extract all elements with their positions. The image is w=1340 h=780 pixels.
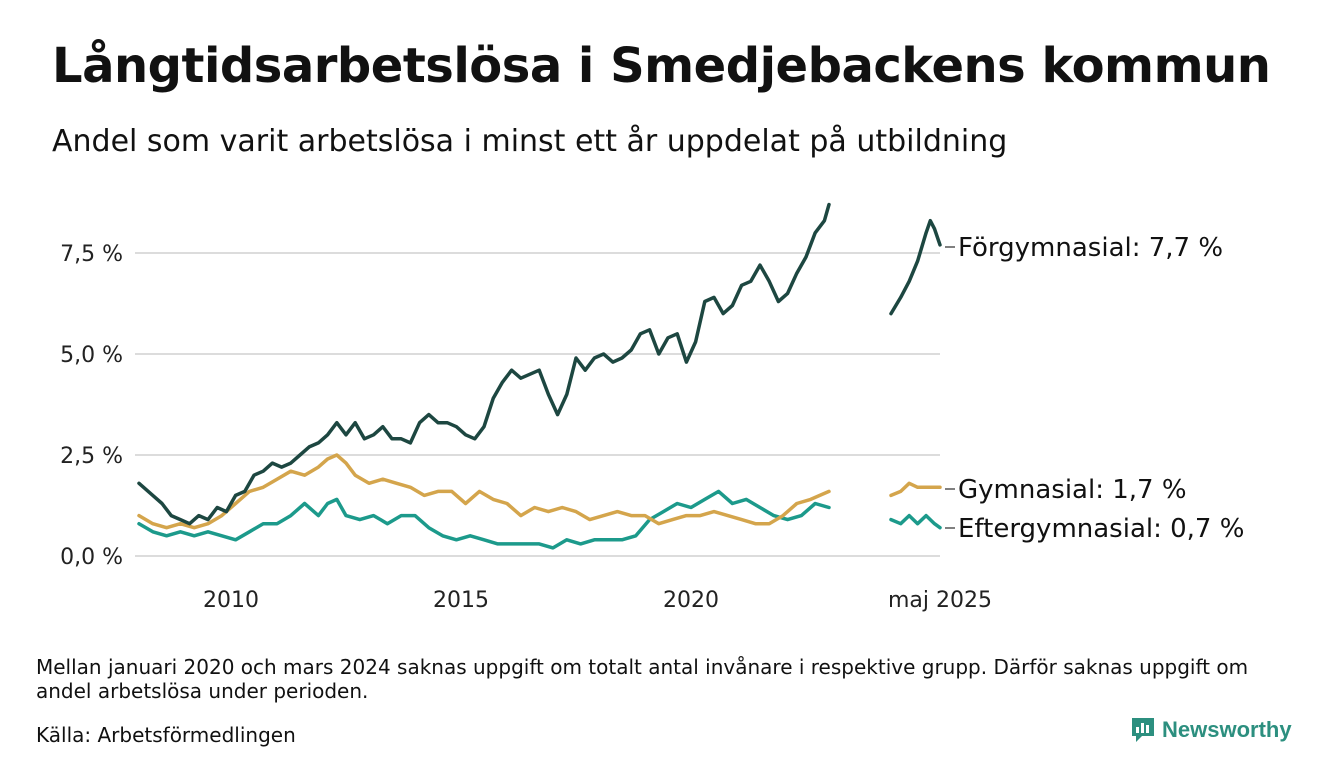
y-tick-label: 7,5 % [60, 242, 123, 267]
series-line-eftergymnasial [137, 489, 831, 550]
y-tick-label: 2,5 % [60, 444, 123, 469]
y-tick-label: 5,0 % [60, 343, 123, 368]
brand-name: Newsworthy [1162, 717, 1292, 742]
series-line-förgymnasial [889, 218, 942, 316]
x-tick-label: 2010 [203, 588, 259, 613]
series-line-förgymnasial [137, 202, 831, 526]
source-credit: Källa: Arbetsförmedlingen [36, 723, 296, 747]
series-lines [137, 202, 942, 550]
end-label-gymnasial: Gymnasial: 1,7 % [958, 475, 1187, 505]
footnote: Mellan januari 2020 och mars 2024 saknas… [36, 655, 1249, 703]
x-tick-label: maj 2025 [888, 588, 992, 613]
series-line-eftergymnasial [889, 513, 942, 530]
x-tick-label: 2020 [663, 588, 719, 613]
y-axis-tick-labels: 0,0 % 2,5 % 5,0 % 7,5 % [60, 242, 123, 570]
series-end-labels: Förgymnasial: 7,7 % Gymnasial: 1,7 % Efter… [945, 233, 1244, 544]
x-tick-label: 2015 [433, 588, 489, 613]
newsworthy-logo-icon [1132, 718, 1154, 742]
x-axis-tick-labels: 2010 2015 2020 maj 2025 [203, 588, 992, 613]
series-line-gymnasial [137, 453, 831, 530]
brand-logo[interactable]: Newsworthy [1130, 716, 1292, 744]
gridlines [135, 252, 940, 557]
chart-title: Långtidsarbetslösa i Smedjebackens kommu… [52, 38, 1271, 94]
end-label-förgymnasial: Förgymnasial: 7,7 % [958, 233, 1223, 263]
chart-subtitle: Andel som varit arbetslösa i minst ett å… [52, 124, 1008, 159]
series-line-gymnasial [889, 481, 942, 498]
y-tick-label: 0,0 % [60, 545, 123, 570]
end-label-eftergymnasial: Eftergymnasial: 0,7 % [958, 514, 1244, 544]
